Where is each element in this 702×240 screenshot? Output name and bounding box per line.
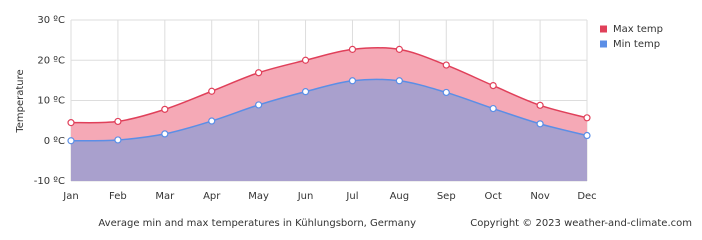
point (114, 117, 122, 126)
point (489, 82, 497, 90)
point (395, 77, 403, 85)
point (67, 119, 75, 127)
point (442, 88, 450, 97)
x-tick-label: Apr (203, 191, 221, 202)
x-tick-label: Jun (297, 191, 314, 202)
x-tick-label: Mar (155, 191, 175, 202)
point (161, 105, 169, 113)
point (114, 136, 122, 144)
x-tick-label: Aug (390, 191, 410, 202)
area (71, 79, 587, 181)
point (255, 101, 263, 109)
line (70, 78, 588, 142)
copyright: Copyright © 2023 weather-and-climate.com (470, 218, 692, 229)
legend-swatch (600, 40, 607, 48)
point (208, 87, 216, 95)
point (301, 88, 310, 96)
x-tick-label: Nov (530, 191, 550, 202)
point (536, 101, 544, 109)
point (348, 45, 357, 53)
point (161, 130, 169, 138)
y-axis-title: Temperature (15, 69, 26, 133)
y-tick-label: 10 ºC (37, 96, 65, 107)
point (395, 45, 403, 53)
point (583, 114, 591, 122)
y-tick-label: -10 ºC (34, 176, 65, 187)
y-tick-label: 30 ºC (37, 15, 65, 26)
line (70, 46, 588, 124)
legend-label: Min temp (613, 39, 660, 50)
point (536, 120, 544, 128)
point (301, 56, 310, 64)
y-tick-label: 0 ºC (44, 136, 65, 147)
point (208, 117, 216, 125)
x-tick-label: Jul (345, 191, 358, 202)
point (67, 137, 75, 145)
point (348, 77, 357, 85)
point (442, 61, 450, 69)
legend-label: Max temp (613, 24, 663, 35)
x-tick-label: Feb (109, 191, 127, 202)
point (583, 131, 591, 140)
chart: Temperature Average min and max temperat… (15, 15, 692, 229)
x-tick-label: Dec (577, 191, 596, 202)
x-tick-label: Sep (437, 191, 456, 202)
x-tick-label: Oct (485, 191, 502, 202)
y-tick-label: 20 ºC (37, 55, 65, 66)
legend-swatch (600, 25, 607, 33)
caption: Average min and max temperatures in Kühl… (98, 218, 416, 229)
point (255, 69, 263, 77)
x-tick-label: Jan (62, 191, 78, 202)
point (489, 104, 497, 113)
x-tick-label: May (248, 191, 269, 202)
